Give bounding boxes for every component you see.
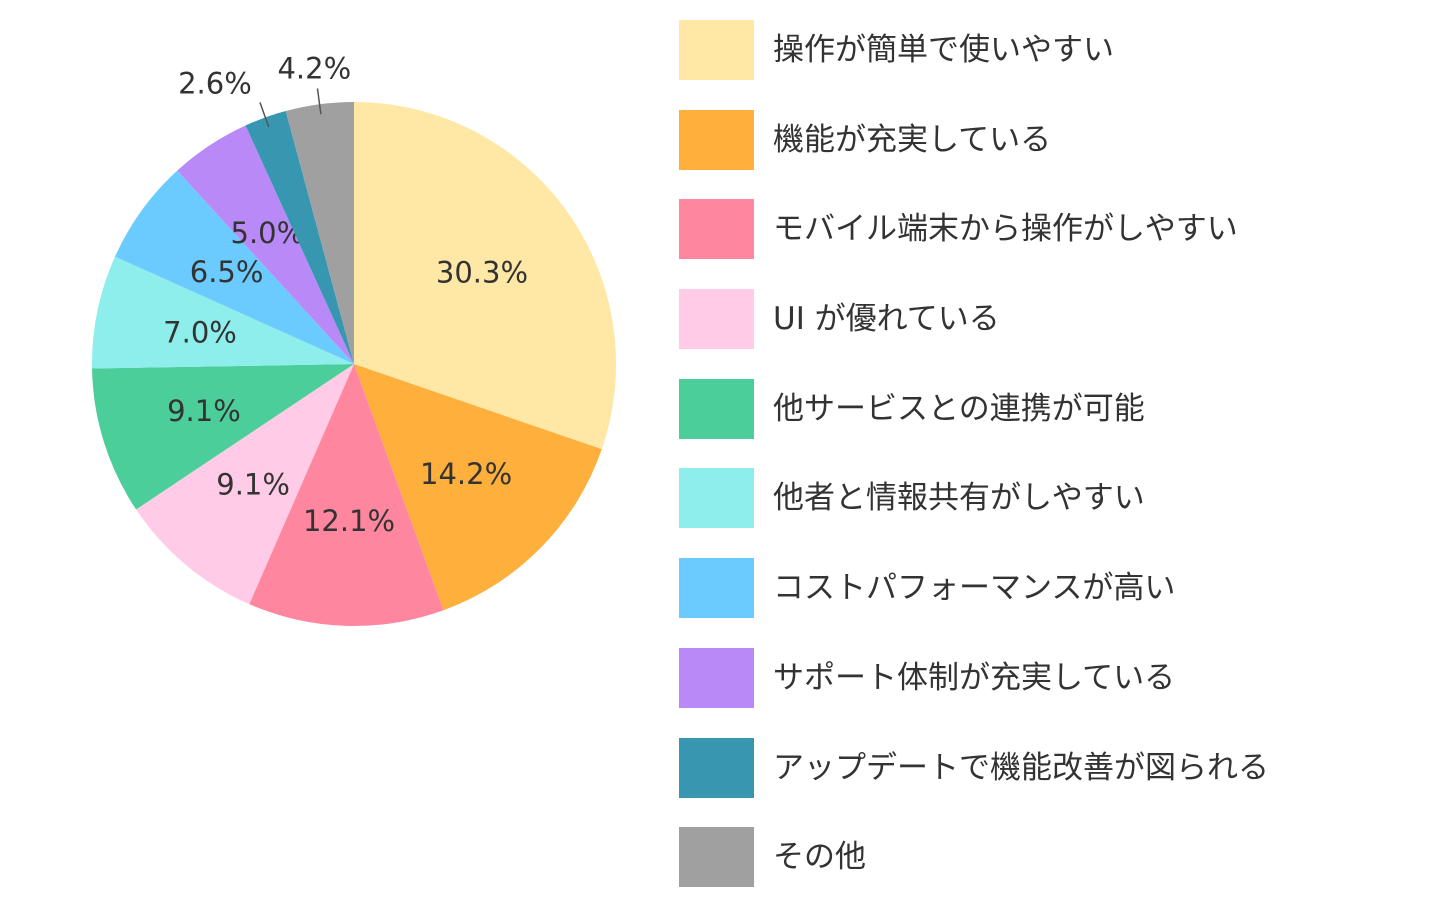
pie-chart: 30.3%14.2%12.1%9.1%9.1%7.0%6.5%5.0%2.6% 4…: [92, 52, 617, 626]
legend-label: 機能が充実している: [773, 121, 1052, 158]
legend-label: コストパフォーマンスが高い: [773, 570, 1176, 607]
legend-label: UI が優れている: [773, 301, 1000, 338]
legend-swatch: [679, 289, 754, 350]
legend-item: アップデートで機能改善が図られる: [679, 737, 1269, 798]
legend-item: モバイル端末から操作がしやすい: [679, 199, 1269, 260]
slice-value-label: 14.2%: [420, 457, 512, 491]
legend-item: 他者と情報共有がしやすい: [679, 468, 1269, 529]
legend-item: 機能が充実している: [679, 109, 1269, 170]
legend-label: 操作が簡単で使いやすい: [773, 32, 1114, 68]
legend-item: 操作が簡単で使いやすい: [679, 20, 1269, 80]
legend-item: UI が優れている: [679, 289, 1269, 350]
legend-label: 他サービスとの連携が可能: [773, 390, 1145, 427]
legend-label: サポート体制が充実している: [773, 659, 1176, 696]
slice-value-label: 7.0%: [163, 315, 237, 349]
legend-item: その他: [679, 827, 1269, 888]
legend-label: モバイル端末から操作がしやすい: [773, 211, 1238, 248]
pie-slice-4: [92, 364, 354, 510]
slice-value-label: 4.2%: [277, 52, 351, 86]
slice-value-label: 2.6%: [178, 67, 252, 101]
pie-slice-6: [114, 170, 354, 364]
pie-slice-8: [245, 111, 354, 364]
pie-slice-5: [92, 256, 354, 369]
legend-swatch: [679, 109, 754, 170]
legend-swatch: [679, 558, 754, 619]
legend-item: サポート体制が充実している: [679, 647, 1269, 708]
legend-label: アップデートで機能改善が図られる: [773, 749, 1269, 786]
legend-swatch: [679, 647, 754, 708]
legend-swatch: [679, 20, 754, 80]
pie-slice-2: [249, 364, 444, 626]
slice-value-label: 12.1%: [303, 504, 395, 538]
legend-label: その他: [773, 839, 866, 876]
legend-swatch: [679, 737, 754, 798]
legend: 操作が簡単で使いやすい 機能が充実しているモバイル端末から操作がしやすい UI が優…: [679, 20, 1269, 917]
slice-value-label: 30.3%: [436, 256, 528, 290]
leader-line: [316, 88, 322, 115]
legend-swatch: [679, 199, 754, 260]
legend-swatch: [679, 468, 754, 529]
pie-slice-3: [136, 364, 354, 605]
pie-slice-7: [177, 125, 354, 364]
pie-slice-1: [354, 364, 602, 611]
slice-value-label: 6.5%: [190, 255, 264, 289]
pie-slice-9: [285, 102, 354, 364]
legend-swatch: [679, 378, 754, 439]
slice-value-label: 9.1%: [216, 468, 290, 502]
pie-slice-0: [354, 102, 617, 450]
leader-line: [259, 102, 270, 128]
slice-value-label: 9.1%: [167, 394, 241, 428]
legend-swatch: [679, 827, 754, 888]
legend-item: コストパフォーマンスが高い: [679, 558, 1269, 619]
legend-label: 他者と情報共有がしやすい: [773, 480, 1145, 517]
legend-item: 他サービスとの連携が可能: [679, 378, 1269, 439]
